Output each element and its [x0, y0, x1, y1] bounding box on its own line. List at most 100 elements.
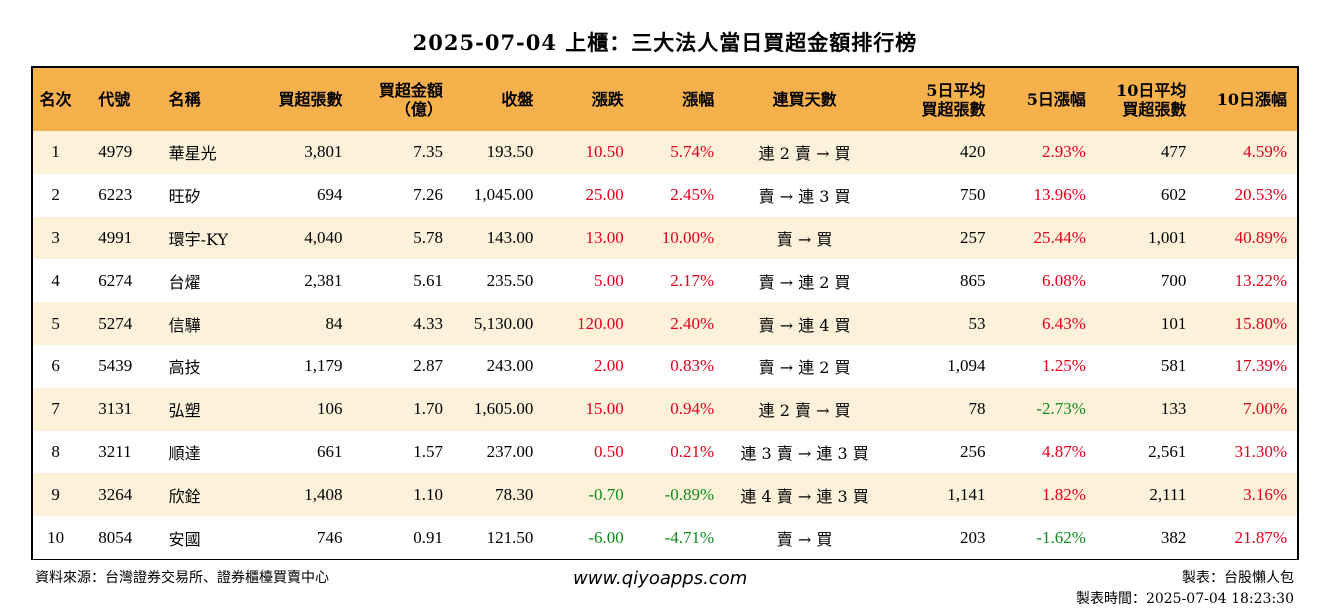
cell-buy-shares: 1,179 — [304, 356, 343, 376]
cell-avg10: 700 — [1160, 270, 1187, 290]
cell-change-pct: 0.83% — [670, 356, 715, 376]
header-avg5-line1: 5日平均 — [926, 80, 986, 100]
header-buy-amount-line1: 買超金額 — [378, 80, 443, 100]
cell-pct10: 4.59% — [1243, 142, 1287, 162]
cell-rank: 2 — [51, 185, 60, 205]
cell-avg10: 2,561 — [1148, 441, 1187, 461]
cell-change: 0.50 — [594, 441, 624, 461]
cell-name: 欣銓 — [168, 486, 201, 506]
cell-change-pct: 0.21% — [670, 441, 715, 461]
header-buy-amount: 買超金額 （億） — [352, 68, 452, 131]
cell-avg5: 1,141 — [947, 484, 986, 504]
cell-avg5: 865 — [959, 270, 986, 290]
page-title: 2025-07-04 上櫃：三大法人當日買超金額排行榜 — [412, 30, 918, 55]
cell-change-pct: 5.74% — [670, 142, 715, 162]
cell-code: 3264 — [98, 484, 133, 504]
cell-change: 13.00 — [585, 227, 624, 247]
header-buy-amount-line2: （億） — [394, 99, 443, 119]
cell-pct5: -2.73% — [1036, 399, 1086, 419]
cell-buy-amount: 1.10 — [413, 484, 443, 504]
table-row: 10 8054 安國 746 0.91 121.50 -6.00 -4.71% 賣 → 買 203… — [33, 516, 1297, 559]
cell-code: 6223 — [98, 185, 133, 205]
cell-change-pct: 10.00% — [661, 227, 715, 247]
table-row: 9 3264 欣銓 1,408 1.10 78.30 -0.70 -0.89% 連 4 賣 → … — [33, 473, 1297, 517]
cell-avg10: 1,001 — [1148, 227, 1187, 247]
cell-close: 143.00 — [486, 227, 534, 247]
cell-avg5: 1,094 — [947, 356, 986, 376]
table-row: 1 4979 華星光 3,801 7.35 193.50 10.50 5.74% 連 2 賣 →… — [33, 131, 1297, 174]
cell-rank: 8 — [51, 441, 60, 461]
cell-avg10: 382 — [1160, 527, 1187, 547]
table-row: 6 5439 高技 1,179 2.87 243.00 2.00 0.83% 賣 → 連 2 買… — [33, 344, 1297, 388]
cell-streak: 連 2 賣 → 買 — [758, 401, 851, 421]
cell-buy-amount: 7.35 — [413, 142, 443, 162]
cell-buy-shares: 661 — [316, 441, 343, 461]
header-pct5: 5日漲幅 — [1026, 90, 1086, 109]
cell-avg5: 256 — [959, 441, 986, 461]
cell-pct5: 6.43% — [1042, 313, 1086, 333]
cell-pct10: 7.00% — [1243, 399, 1287, 419]
cell-pct10: 40.89% — [1234, 227, 1287, 247]
cell-code: 4991 — [98, 227, 133, 247]
table-row: 5 5274 信驊 84 4.33 5,130.00 120.00 2.40% 賣 → 連 4 … — [33, 302, 1297, 345]
cell-pct10: 20.53% — [1234, 185, 1287, 205]
cell-name: 華星光 — [168, 144, 217, 164]
cell-pct5: 4.87% — [1042, 441, 1086, 461]
cell-pct5: 6.08% — [1042, 270, 1086, 290]
header-name: 名稱 — [168, 90, 201, 109]
cell-buy-amount: 1.70 — [413, 399, 443, 419]
table-row: 4 6274 台燿 2,381 5.61 235.50 5.00 2.17% 賣 → 連 2 買… — [33, 259, 1297, 303]
cell-streak: 連 2 賣 → 買 — [758, 144, 851, 164]
cell-buy-amount: 5.78 — [413, 227, 443, 247]
cell-buy-amount: 7.26 — [413, 185, 443, 205]
header-avg10-line1: 10日平均 — [1116, 80, 1187, 100]
cell-pct10: 13.22% — [1234, 270, 1287, 290]
cell-change-pct: -4.71% — [664, 527, 715, 547]
cell-rank: 10 — [47, 527, 65, 547]
header-pct10: 10日漲幅 — [1216, 90, 1287, 109]
cell-pct5: 13.96% — [1033, 185, 1086, 205]
cell-name: 順達 — [168, 443, 201, 463]
table-header-row: 名次 代號 名稱 買超張數 買超金額 （億） 收盤 漲跌 漲幅 連買天數 5日平… — [33, 68, 1297, 131]
cell-rank: 9 — [51, 484, 60, 504]
cell-close: 237.00 — [486, 441, 534, 461]
header-rank: 名次 — [39, 90, 72, 109]
cell-name: 安國 — [168, 529, 201, 549]
cell-streak: 賣 → 買 — [776, 229, 833, 249]
cell-streak: 賣 → 連 4 買 — [758, 315, 851, 335]
cell-avg5: 78 — [968, 399, 986, 419]
cell-streak: 連 3 賣 → 連 3 買 — [740, 443, 869, 463]
cell-change-pct: 0.94% — [670, 399, 715, 419]
cell-avg10: 581 — [1160, 356, 1187, 376]
cell-close: 235.50 — [486, 270, 534, 290]
cell-streak: 賣 → 買 — [776, 529, 833, 549]
cell-avg5: 53 — [968, 313, 986, 333]
cell-close: 121.50 — [486, 527, 534, 547]
cell-change-pct: 2.45% — [670, 185, 715, 205]
header-streak: 連買天數 — [772, 90, 837, 109]
website-link[interactable]: www.qiyoapps.com — [573, 568, 748, 589]
cell-buy-amount: 0.91 — [413, 527, 443, 547]
cell-pct10: 17.39% — [1234, 356, 1287, 376]
cell-avg5: 257 — [959, 227, 986, 247]
cell-buy-amount: 1.57 — [413, 441, 443, 461]
header-change: 漲跌 — [591, 90, 624, 109]
cell-avg10: 602 — [1160, 185, 1187, 205]
cell-rank: 4 — [51, 270, 60, 290]
cell-rank: 5 — [51, 313, 60, 333]
cell-buy-amount: 2.87 — [413, 356, 443, 376]
cell-close: 1,605.00 — [473, 399, 534, 419]
cell-streak: 賣 → 連 3 買 — [758, 187, 851, 207]
cell-change: 15.00 — [585, 399, 624, 419]
cell-rank: 7 — [51, 399, 60, 419]
cell-code: 5274 — [98, 313, 133, 333]
cell-buy-shares: 106 — [316, 399, 343, 419]
header-buy-shares: 買超張數 — [278, 90, 343, 109]
ranking-table: 名次 代號 名稱 買超張數 買超金額 （億） 收盤 漲跌 漲幅 連買天數 5日平… — [31, 66, 1299, 560]
cell-pct10: 21.87% — [1234, 527, 1287, 547]
cell-change: 120.00 — [577, 313, 624, 333]
cell-buy-shares: 2,381 — [304, 270, 343, 290]
cell-change: 25.00 — [585, 185, 624, 205]
table-row: 2 6223 旺矽 694 7.26 1,045.00 25.00 2.45% 賣 → 連 3 … — [33, 173, 1297, 217]
cell-change-pct: 2.17% — [670, 270, 715, 290]
